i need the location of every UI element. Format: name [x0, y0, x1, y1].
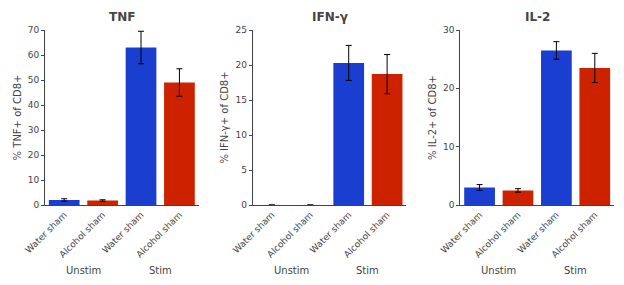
svg-text:Water sham: Water sham [439, 210, 484, 255]
svg-text:30: 30 [443, 25, 455, 35]
svg-text:Water sham: Water sham [516, 210, 561, 255]
svg-text:10: 10 [235, 130, 247, 140]
svg-text:Unstim: Unstim [66, 265, 101, 276]
svg-text:TNF: TNF [109, 10, 135, 24]
svg-text:0: 0 [33, 200, 39, 210]
svg-text:Alcohol sham: Alcohol sham [265, 210, 315, 260]
svg-text:20: 20 [235, 60, 247, 70]
svg-text:Stim: Stim [564, 265, 587, 276]
svg-text:70: 70 [28, 25, 40, 35]
svg-text:25: 25 [235, 25, 246, 35]
svg-text:Alcohol sham: Alcohol sham [473, 210, 523, 260]
svg-text:20: 20 [28, 150, 40, 160]
svg-text:Alcohol sham: Alcohol sham [57, 210, 107, 260]
svg-text:% IFN-γ+ of CD8+: % IFN-γ+ of CD8+ [219, 71, 230, 163]
svg-text:Alcohol sham: Alcohol sham [134, 210, 184, 260]
svg-text:30: 30 [28, 125, 40, 135]
svg-text:10: 10 [443, 142, 455, 152]
svg-text:Alcohol sham: Alcohol sham [342, 210, 392, 260]
svg-text:Alcohol sham: Alcohol sham [550, 210, 600, 260]
svg-text:0: 0 [449, 200, 455, 210]
svg-text:10: 10 [28, 175, 40, 185]
svg-text:0: 0 [241, 200, 247, 210]
svg-text:% IL-2+ of CD8+: % IL-2+ of CD8+ [427, 75, 438, 160]
svg-text:5: 5 [241, 165, 247, 175]
svg-text:15: 15 [235, 95, 246, 105]
svg-text:50: 50 [28, 75, 40, 85]
svg-text:20: 20 [443, 83, 455, 93]
svg-text:Water sham: Water sham [100, 210, 145, 255]
svg-text:60: 60 [28, 50, 40, 60]
svg-text:Unstim: Unstim [481, 265, 516, 276]
svg-text:% TNF+ of CD8+: % TNF+ of CD8+ [12, 75, 23, 161]
svg-text:Water sham: Water sham [231, 210, 276, 255]
svg-text:IFN-γ: IFN-γ [312, 10, 348, 24]
svg-text:Stim: Stim [149, 265, 172, 276]
svg-text:Water sham: Water sham [23, 210, 68, 255]
svg-text:IL-2: IL-2 [525, 10, 550, 24]
svg-text:Unstim: Unstim [274, 265, 309, 276]
svg-text:Water sham: Water sham [308, 210, 353, 255]
svg-text:Stim: Stim [356, 265, 379, 276]
svg-text:40: 40 [28, 100, 40, 110]
